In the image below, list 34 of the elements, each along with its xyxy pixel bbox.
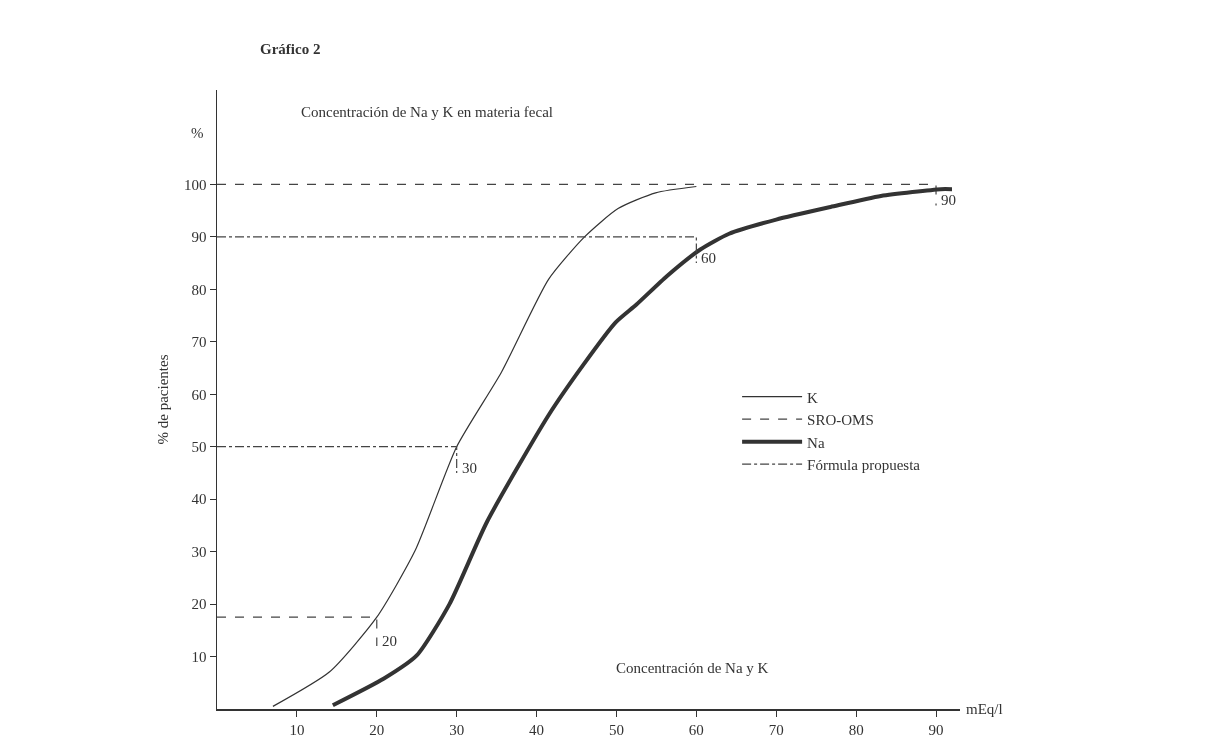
- legend-label: Na: [807, 434, 825, 451]
- chart-title: Gráfico 2: [260, 41, 321, 57]
- y-tick-label: 20: [191, 596, 207, 613]
- y-axis-title: % de pacientes: [154, 354, 171, 445]
- x-tick-label: 30: [449, 721, 465, 738]
- x-axis-title: Concentración de Na y K: [616, 660, 769, 676]
- y-tick-label: 100: [184, 176, 207, 193]
- x-tick-label: 60: [688, 721, 704, 738]
- x-tick-label: 50: [608, 721, 624, 738]
- y-tick-label: 60: [191, 386, 207, 403]
- y-tick-label: 70: [191, 334, 207, 351]
- y-tick-label: 40: [191, 491, 207, 508]
- x-tick-label: 90: [928, 721, 944, 738]
- x-tick-label: 70: [768, 721, 784, 738]
- y-tick-label: 10: [191, 648, 207, 665]
- y-tick-label: 30: [191, 543, 207, 560]
- x-tick-label: 40: [529, 721, 545, 738]
- x-tick-label: 80: [848, 721, 864, 738]
- text: Concentración de Na y K en materia fecal: [301, 104, 553, 120]
- x-tick-label: 10: [289, 721, 305, 738]
- legend-label: Fórmula propuesta: [807, 457, 921, 474]
- line-series: [330, 187, 955, 708]
- annotation: 20: [382, 633, 397, 649]
- y-tick-label: 90: [191, 229, 207, 246]
- annotation: 60: [701, 250, 716, 266]
- x-tick-label: 20: [369, 721, 385, 738]
- annotation: 90: [941, 192, 956, 208]
- legend-label: K: [807, 389, 819, 406]
- text: %: [191, 125, 204, 141]
- legend-label: SRO-OMS: [807, 412, 874, 429]
- text: mEq/l: [966, 701, 1003, 717]
- annotation: 30: [462, 460, 477, 476]
- y-tick-label: 80: [191, 281, 207, 298]
- y-tick-label: 50: [191, 438, 207, 455]
